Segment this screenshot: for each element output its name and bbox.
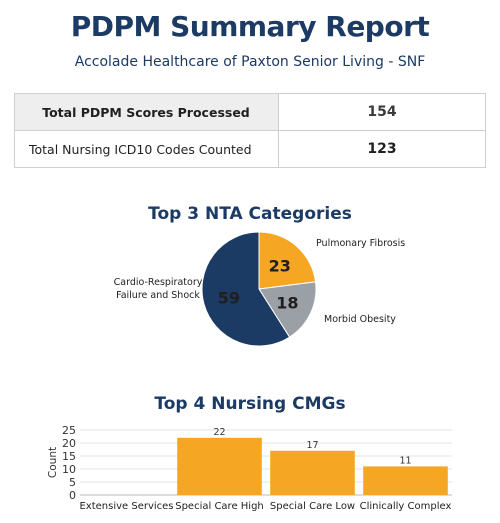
summary-row: Total PDPM Scores Processed 154 <box>14 93 486 131</box>
pie-category-label: Pulmonary Fibrosis <box>316 238 405 249</box>
bar <box>270 450 355 495</box>
summary-table: Total PDPM Scores Processed 154 Total Nu… <box>14 93 486 168</box>
y-tick-label: 15 <box>62 450 76 463</box>
summary-value: 154 <box>278 93 486 131</box>
y-tick-label: 5 <box>69 476 76 489</box>
y-axis-label: Count <box>47 447 59 478</box>
pie-category-label: Morbid Obesity <box>324 314 396 325</box>
x-tick-label: Clinically Complex <box>360 501 452 512</box>
nta-section-title: Top 3 NTA Categories <box>148 204 352 224</box>
report-title: PDPM Summary Report <box>70 10 430 43</box>
pie-slice <box>258 281 317 338</box>
summary-value: 123 <box>278 130 486 168</box>
x-tick-label: Extensive Services <box>79 501 173 512</box>
bar <box>177 437 262 495</box>
nta-pie-chart: 23 Pulmonary Fibrosis 18 Morbid Obesity 59 Ca… <box>114 231 405 347</box>
pie-value-label: 23 <box>269 257 291 276</box>
pie-category-label: Cardio-Respiratory Failure and Shock <box>114 277 203 301</box>
y-tick-label: 20 <box>62 437 76 450</box>
pie-value-label: 59 <box>218 289 240 308</box>
cmg-section-title: Top 4 Nursing CMGs <box>154 394 346 414</box>
pie-slice <box>201 231 291 347</box>
bar-value-label: 11 <box>399 455 411 466</box>
summary-row: Total Nursing ICD10 Codes Counted 123 <box>14 130 486 168</box>
summary-label: Total Nursing ICD10 Codes Counted <box>14 130 279 168</box>
y-tick-label: 0 <box>69 489 76 502</box>
bar <box>363 466 448 495</box>
facility-name: Accolade Healthcare of Paxton Senior Liv… <box>74 54 426 70</box>
pie-slice <box>258 231 317 290</box>
y-tick-label: 10 <box>62 463 76 476</box>
x-tick-label: Special Care Low <box>270 501 355 512</box>
y-tick-label: 25 <box>62 424 76 437</box>
bar-value-label: 22 <box>213 427 225 438</box>
bar-value-label: 17 <box>306 440 318 451</box>
summary-label: Total PDPM Scores Processed <box>14 93 279 131</box>
pie-value-label: 18 <box>276 293 298 312</box>
x-tick-label: Special Care High <box>175 501 264 512</box>
